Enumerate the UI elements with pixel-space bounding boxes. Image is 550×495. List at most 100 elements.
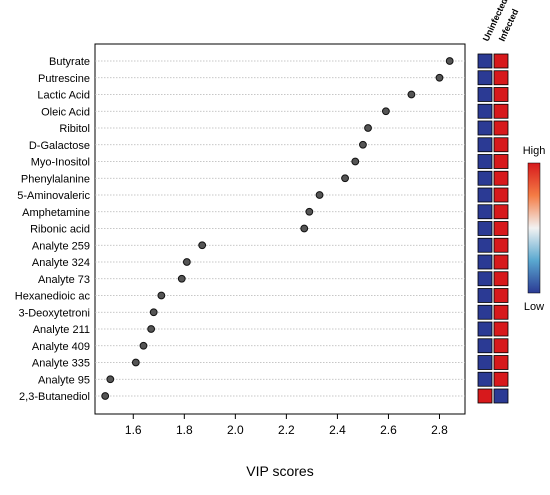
heatmap-cell	[493, 237, 509, 253]
data-point	[131, 358, 140, 367]
data-point	[359, 140, 367, 149]
heatmap-cell	[477, 288, 493, 303]
data-point	[351, 157, 360, 166]
x-tick-label: 1.8	[176, 423, 193, 437]
data-point	[445, 57, 454, 65]
heatmap-cell	[493, 53, 509, 69]
heatmap-cell	[477, 355, 493, 370]
x-tick-label: 2.8	[431, 423, 448, 437]
y-tick-label: 2,3-Butanediol	[19, 391, 90, 403]
y-tick-label: 3-Deoxytetroni	[18, 307, 90, 319]
heatmap-cell	[493, 254, 509, 270]
heatmap-cell	[493, 388, 509, 404]
x-axis: 1.6 1.8 2.0 2.2 2.4 2.6 2.8	[125, 414, 448, 437]
data-point	[157, 291, 166, 300]
heatmap-cell	[477, 254, 493, 270]
heatmap-cell	[477, 221, 493, 236]
y-tick-label: 5-Aminovaleric	[17, 190, 90, 202]
y-tick-label: Ribonic acid	[30, 224, 90, 236]
heatmap-cell	[493, 70, 509, 86]
y-tick-label: D-Galactose	[29, 140, 90, 152]
heatmap-cell	[477, 237, 493, 253]
heatmap-cell	[477, 154, 493, 169]
heatmap-cell	[493, 103, 509, 119]
heatmap-cell	[493, 120, 509, 136]
data-point	[147, 325, 156, 333]
data-point	[106, 375, 115, 384]
plot-frame	[94, 43, 466, 415]
colorbar-low-label: Low	[524, 301, 544, 313]
y-tick-label: Putrescine	[38, 73, 90, 85]
y-tick-label: Phenylalanine	[21, 173, 90, 185]
heatmap-strip	[477, 53, 509, 404]
y-tick-label: Hexanedioic ac	[15, 291, 91, 303]
heatmap-cell	[493, 187, 509, 203]
heatmap-cell	[493, 271, 509, 287]
heatmap-cell	[493, 304, 509, 320]
colorbar-high-label: High	[523, 145, 546, 157]
y-tick-label: Analyte 95	[38, 374, 90, 386]
y-tick-label: Butyrate	[49, 56, 90, 68]
data-point	[381, 107, 390, 116]
heatmap-cell	[477, 304, 493, 320]
heatmap-cell	[477, 338, 493, 354]
y-tick-label: Lactic Acid	[37, 90, 90, 102]
y-tick-label: Analyte 324	[32, 257, 90, 269]
heatmap-cell	[493, 221, 509, 236]
heatmap-cell	[477, 53, 493, 69]
y-axis-labels: Butyrate Putrescine Lactic Acid Oleic Acid R…	[15, 56, 91, 403]
heatmap-cell	[477, 321, 493, 337]
heatmap-cell	[477, 388, 493, 404]
y-tick-label: Analyte 211	[33, 324, 90, 336]
y-tick-label: Analyte 409	[32, 341, 90, 353]
data-point	[177, 274, 186, 283]
x-tick-label: 2.0	[227, 423, 244, 437]
y-tick-label: Oleic Acid	[41, 106, 90, 118]
heatmap-cell	[477, 137, 493, 153]
heatmap-cell	[493, 87, 509, 102]
data-point	[198, 241, 207, 250]
data-point	[139, 341, 148, 350]
data-point	[315, 191, 324, 199]
heatmap-cell	[477, 187, 493, 203]
heatmap-cell	[493, 321, 509, 337]
colorbar	[527, 162, 541, 294]
y-tick-label: Analyte 259	[32, 240, 90, 252]
heatmap-cell	[477, 120, 493, 136]
heatmap-cell	[493, 170, 509, 186]
heatmap-cell	[477, 204, 493, 220]
data-point	[300, 224, 309, 233]
y-tick-label: Amphetamine	[22, 207, 90, 219]
heatmap-cell	[493, 371, 509, 387]
heatmap-cell	[493, 154, 509, 169]
y-tick-label: Analyte 335	[32, 358, 90, 370]
data-points	[101, 57, 454, 400]
heatmap-cell	[493, 204, 509, 220]
heatmap-cell	[477, 70, 493, 86]
y-tick-label: Ribitol	[59, 123, 90, 135]
x-tick-label: 1.6	[125, 423, 142, 437]
data-point	[149, 308, 158, 317]
heatmap-cell	[493, 137, 509, 153]
heatmap-cell	[477, 170, 493, 186]
x-tick-label: 2.2	[278, 423, 295, 437]
x-tick-label: 2.4	[329, 423, 346, 437]
heatmap-cell	[477, 87, 493, 102]
data-point	[364, 124, 372, 132]
data-point	[305, 207, 314, 216]
heatmap-cell	[493, 338, 509, 354]
grid-lines	[95, 60, 465, 397]
x-tick-label: 2.6	[380, 423, 397, 437]
heatmap-cell	[477, 271, 493, 287]
heatmap-cell	[477, 103, 493, 119]
data-point	[407, 90, 416, 99]
data-point	[435, 73, 444, 82]
data-point	[182, 258, 191, 266]
heatmap-cell	[477, 371, 493, 387]
heatmap-cell	[493, 288, 509, 303]
y-tick-label: Analyte 73	[38, 274, 90, 286]
data-point	[101, 392, 110, 400]
